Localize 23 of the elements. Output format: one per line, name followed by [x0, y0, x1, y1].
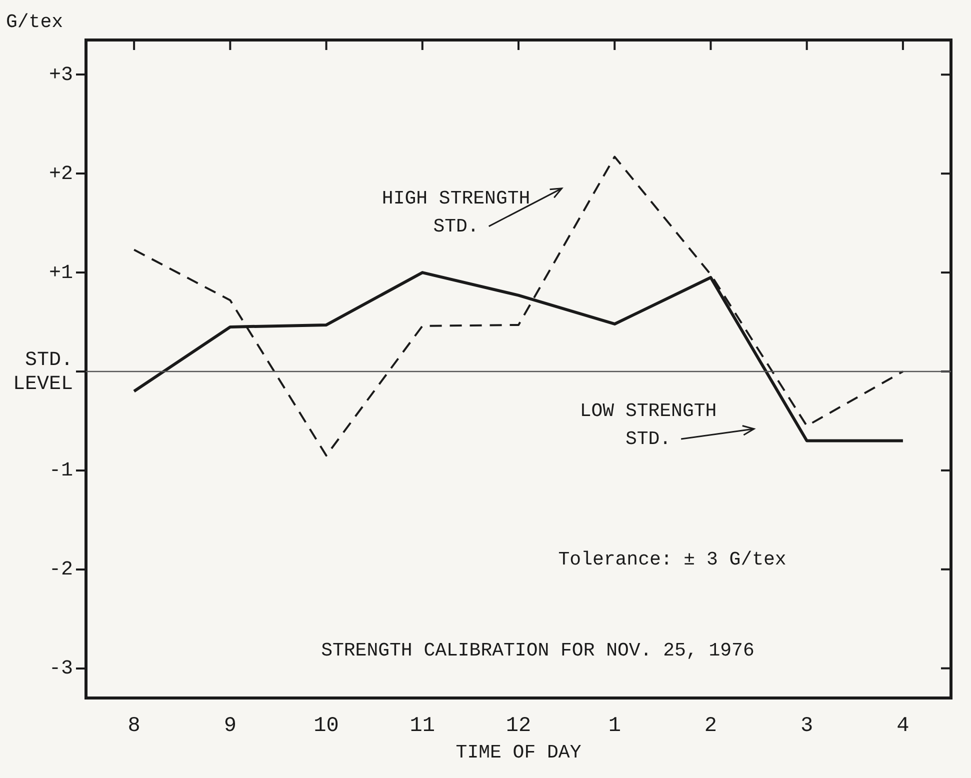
y-tick-label: -2 — [48, 558, 74, 582]
x-tick-label: 2 — [704, 715, 718, 738]
y-tick-label: +3 — [48, 64, 74, 87]
x-tick-label: 3 — [800, 715, 814, 738]
x-axis-title: TIME OF DAY — [456, 742, 582, 764]
y-tick-label: +1 — [48, 262, 74, 285]
y-tick-label: -1 — [48, 460, 74, 483]
line-series — [133, 156, 904, 457]
x-tick-label: 1 — [608, 715, 621, 738]
y-axis-title: G/tex — [6, 11, 64, 34]
y-tick-label: STD. LEVEL — [12, 348, 74, 396]
x-tick-label: 4 — [896, 715, 910, 738]
y-tick-label: -3 — [48, 658, 74, 681]
annotation: STRENGTH CALIBRATION FOR NOV. 25, 1976 — [321, 640, 754, 662]
x-tick-label: 8 — [128, 715, 140, 738]
x-tick-label: 9 — [224, 715, 236, 738]
y-tick-label: +2 — [48, 162, 74, 186]
x-tick-label: 11 — [410, 715, 436, 738]
annotation: Tolerance: ± 3 G/tex — [558, 548, 786, 571]
x-tick-label: 12 — [506, 715, 532, 738]
x-tick-label: 10 — [314, 715, 339, 738]
annotation: HIGH STRENGTH STD. — [382, 187, 530, 238]
annotation: LOW STRENGTH STD. — [580, 400, 717, 450]
